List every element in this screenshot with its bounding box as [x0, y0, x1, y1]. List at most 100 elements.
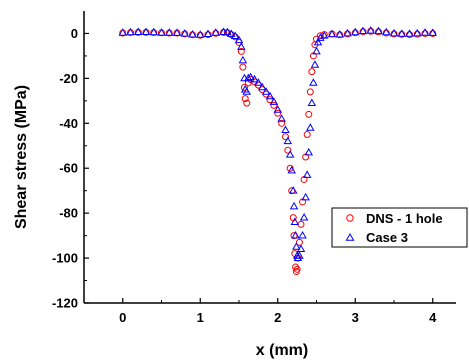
y-tick-label: -120 — [52, 296, 78, 311]
case3-data-point — [304, 147, 314, 156]
case3-data-point — [316, 33, 325, 41]
case3-data-point — [319, 31, 329, 39]
legend-marker-case3 — [345, 232, 355, 241]
x-tick-label: 1 — [197, 310, 204, 325]
dns-data-point — [239, 63, 247, 71]
case3-data-point — [389, 28, 399, 37]
dns-data-point — [382, 29, 390, 37]
case3-data-point — [290, 217, 300, 226]
dns-data-point — [303, 131, 311, 139]
dns-data-point — [286, 164, 294, 172]
dns-data-point — [306, 88, 314, 96]
data-marks — [118, 26, 438, 276]
case3-data-point — [246, 72, 255, 81]
dns-data-point — [243, 99, 251, 107]
case3-data-point — [250, 74, 259, 83]
case3-data-point — [358, 26, 368, 35]
dns-data-point — [375, 28, 382, 36]
dns-data-point — [290, 232, 298, 240]
case3-data-point — [374, 26, 383, 35]
case3-data-point — [283, 136, 293, 145]
case3-data-point — [133, 27, 143, 36]
case3-data-point — [281, 125, 290, 133]
case3-data-point — [126, 27, 135, 36]
legend-label-dns: DNS - 1 hole — [366, 211, 443, 226]
dns-data-point — [237, 47, 245, 55]
dns-data-point — [359, 28, 367, 36]
dns-data-point — [344, 30, 351, 38]
case3-data-point — [141, 27, 151, 36]
y-tick-label: -100 — [52, 251, 78, 266]
case3-data-point — [366, 26, 376, 34]
dns-data-point — [305, 110, 313, 118]
dns-data-point — [282, 133, 289, 141]
case3-data-point — [306, 123, 315, 131]
case3-data-point — [237, 42, 246, 50]
case3-data-point — [211, 28, 221, 36]
dns-data-point — [367, 27, 375, 35]
dns-data-point — [297, 220, 305, 228]
case3-data-point — [312, 46, 321, 55]
case3-data-point — [381, 27, 391, 36]
dns-data-point — [316, 32, 324, 40]
case3-data-point — [164, 28, 174, 36]
dns-data-point — [196, 31, 204, 39]
case3-data-point — [292, 242, 301, 250]
case3-data-point — [195, 30, 205, 38]
x-tick-label: 3 — [352, 310, 359, 325]
dns-data-point — [284, 146, 292, 154]
dns-data-point — [421, 29, 429, 37]
case3-data-point — [412, 28, 422, 37]
dns-data-point — [240, 83, 248, 91]
x-tick-label: 0 — [119, 310, 126, 325]
y-axis-title: Shear stress (MPa) — [13, 85, 30, 229]
x-tick-label: 2 — [274, 310, 281, 325]
case3-data-point — [269, 97, 279, 105]
dns-data-point — [406, 31, 413, 39]
case3-data-point — [307, 98, 317, 106]
dns-data-point — [293, 265, 301, 273]
dns-data-point — [212, 29, 220, 37]
case3-data-point — [118, 28, 128, 36]
dns-data-point — [351, 29, 359, 37]
case3-data-point — [149, 27, 159, 36]
case3-data-point — [405, 29, 414, 37]
dns-data-point — [308, 68, 316, 76]
case3-data-point — [420, 28, 430, 36]
dns-data-point — [278, 119, 286, 127]
axis-ticks: 0 1 2 3 4 0 -20 -40 -60 -80 -100 -120 — [52, 26, 437, 325]
case3-data-point — [296, 244, 306, 252]
dns-data-point — [241, 95, 249, 103]
case3-data-point — [288, 186, 298, 194]
dns-data-point — [274, 109, 282, 117]
case3-data-point — [302, 170, 312, 178]
case3-data-point — [299, 213, 309, 221]
case3-data-point — [244, 73, 253, 82]
case3-data-point — [309, 78, 318, 86]
plot-frame — [83, 11, 456, 304]
dns-data-point — [295, 238, 303, 246]
case3-data-point — [310, 60, 320, 68]
case3-data-point — [230, 31, 240, 40]
case3-data-point — [257, 82, 267, 91]
case3-data-point — [273, 105, 283, 113]
case3-data-point — [277, 114, 286, 122]
case3-data-point — [428, 28, 438, 36]
dns-data-point — [270, 101, 278, 109]
case3-data-point — [238, 55, 248, 64]
case3-data-point — [223, 27, 232, 36]
dns-data-point — [398, 30, 406, 38]
case3-data-point — [265, 91, 275, 100]
case3-data-point — [254, 78, 263, 86]
case3-data-point — [234, 35, 244, 44]
case3-data-point — [343, 28, 352, 37]
y-tick-label: -40 — [59, 116, 78, 131]
legend-box — [331, 207, 468, 248]
case3-data-point — [287, 165, 296, 174]
x-axis-title: x (mm) — [256, 342, 308, 359]
case3-data-point — [180, 29, 190, 37]
case3-data-point — [350, 27, 360, 36]
dns-data-point — [390, 30, 398, 38]
legend-marker-dns — [346, 214, 354, 222]
